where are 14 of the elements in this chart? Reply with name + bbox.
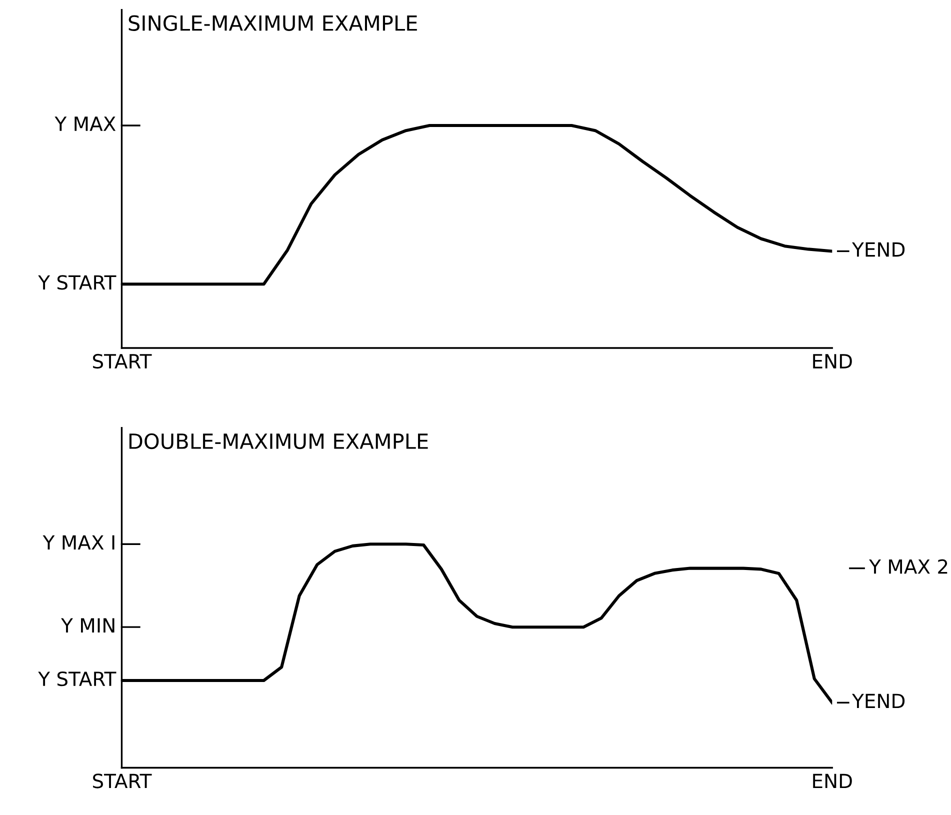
text: Y MAX 2 — [869, 559, 948, 574]
x-tick-label: START — [93, 774, 152, 788]
ref-line-label: Y MAX — [54, 116, 116, 131]
ref-line-label: Y MIN — [61, 618, 114, 632]
ref-line-label: Y START — [38, 671, 116, 686]
annotation: YEND — [852, 694, 905, 708]
chart-title: DOUBLE-MAXIMUM EXAMPLE — [129, 433, 428, 450]
annotation: YEND — [852, 242, 905, 257]
ref-line-label: Y MAX I — [42, 535, 114, 550]
x-tick-label: END — [813, 354, 852, 368]
x-tick-label: START — [93, 354, 152, 369]
x-tick-label: END — [813, 774, 852, 788]
chart-title: SINGLE-MAXIMUM EXAMPLE — [128, 15, 417, 31]
ref-line-label: Y START — [38, 275, 116, 290]
